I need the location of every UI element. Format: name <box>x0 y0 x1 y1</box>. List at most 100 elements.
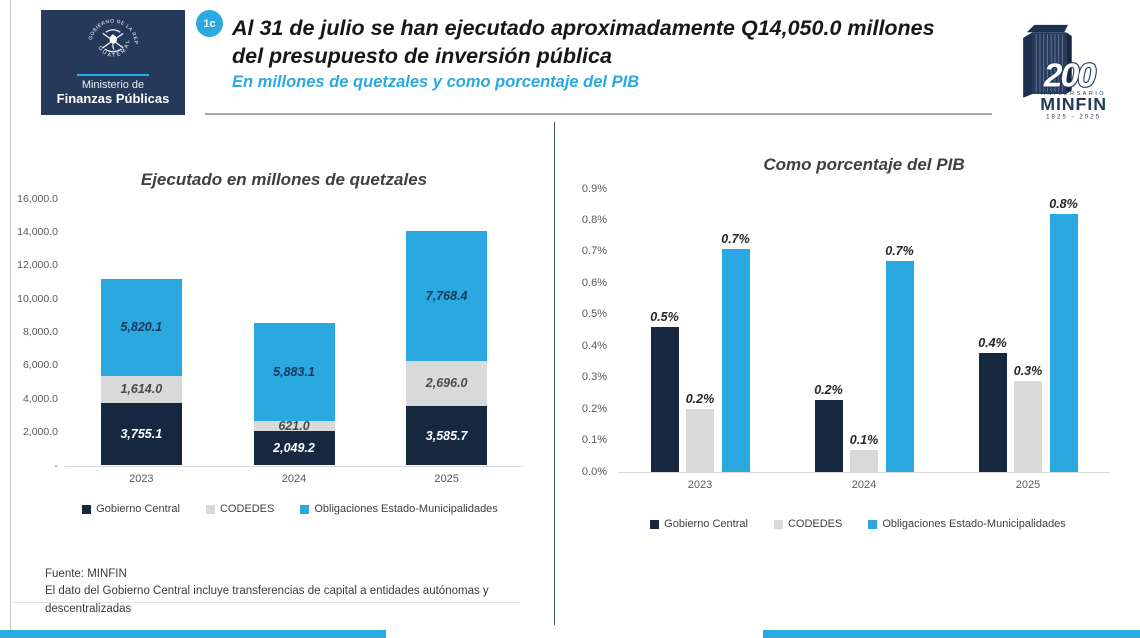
x-axis-category-label: 2023 <box>687 479 713 491</box>
bar <box>721 248 750 472</box>
x-axis-category-label: 2023 <box>129 473 154 485</box>
bottom-accent-bar-left <box>0 630 386 638</box>
bar <box>1049 214 1078 472</box>
bar-value-label: 0.2% <box>685 392 715 407</box>
bar <box>885 261 914 472</box>
bar-segment-label: 2,696.0 <box>425 376 468 391</box>
bar-value-label: 0.8% <box>1049 197 1078 212</box>
page-title-line1: Al 31 de julio se han ejecutado aproxima… <box>232 16 935 40</box>
footer-hairline <box>10 602 520 603</box>
y-axis-tick-label: 0.9% <box>581 182 607 195</box>
bar <box>650 327 679 472</box>
right-chart-title: Como porcentaje del PIB <box>763 155 965 174</box>
anniversary-number: 200 <box>1043 57 1097 94</box>
bar-value-label: 0.7% <box>721 231 750 246</box>
bar <box>850 449 878 472</box>
bar-segment: 2,696.0 <box>406 360 488 406</box>
x-axis-category-label: 2025 <box>1015 479 1041 491</box>
minfin-building-icon: 200 ANIVERSARIO MINFIN 1825 - 2025 <box>1023 24 1107 120</box>
bar-segment: 2,049.2 <box>253 431 335 466</box>
legend-swatch <box>205 504 215 514</box>
legend-swatch <box>82 504 92 514</box>
left-border-line <box>10 0 11 631</box>
quetzal-bird-icon <box>109 34 117 51</box>
y-axis-tick-label: 0.8% <box>581 213 607 226</box>
legend-swatch <box>773 519 783 529</box>
legend-label: Gobierno Central <box>96 503 180 515</box>
bar-value-label: 0.2% <box>814 382 843 397</box>
bar-segment-label: 5,883.1 <box>273 364 315 379</box>
bar-segment-label: 3,585.7 <box>425 428 468 443</box>
x-axis-line <box>618 472 1110 473</box>
y-axis-tick-label: 8,000.0 <box>22 326 58 338</box>
bar-segment-label: 1,614.0 <box>120 382 163 397</box>
anniversary-label: ANIVERSARIO <box>1041 91 1106 97</box>
legend-label: Obligaciones Estado-Municipalidades <box>882 518 1066 530</box>
anniversary-org: MINFIN <box>1040 94 1107 114</box>
footnotes: Fuente: MINFIN El dato del Gobierno Cent… <box>45 566 545 618</box>
logo-cyan-rule <box>77 74 149 76</box>
bottom-accent-bar-right <box>763 630 1140 638</box>
bar-value-label: 0.5% <box>650 310 679 325</box>
page-title: Al 31 de julio se han ejecutado aproxima… <box>232 15 997 70</box>
header-divider-line <box>205 113 992 115</box>
bar-segment: 7,768.4 <box>406 231 488 361</box>
y-axis-tick-label: 0.3% <box>581 371 607 384</box>
bar <box>978 352 1007 472</box>
bar-segment-label: 621.0 <box>278 419 310 434</box>
legend-swatch <box>650 519 660 529</box>
y-axis-tick-label: 6,000.0 <box>22 359 58 372</box>
ministry-name-top: Ministerio de <box>81 79 145 91</box>
y-axis-tick-label: 16,000.0 <box>17 192 58 205</box>
bar-value-label: 0.7% <box>885 244 914 259</box>
legend-item: Gobierno Central <box>82 503 180 515</box>
legend-swatch <box>868 519 878 529</box>
y-axis-tick-label: 0.2% <box>581 402 607 415</box>
y-axis-tick-label: 0.4% <box>581 339 607 352</box>
bar-segment-label: 7,768.4 <box>425 288 468 303</box>
y-axis-tick-label: 0.6% <box>581 276 607 289</box>
slide-number-badge: 1c <box>196 10 223 37</box>
bar-segment: 3,585.7 <box>406 405 488 466</box>
left-chart-title: Ejecutado en millones de quetzales <box>140 170 428 189</box>
page-title-line2: del presupuesto de inversión pública <box>232 43 612 68</box>
y-axis-tick-label: 4,000.0 <box>22 392 58 405</box>
legend-item: Obligaciones Estado-Municipalidades <box>300 503 498 515</box>
minfin-ministry-logo: GOBIERNO DE LA REPÚBLICA GUATEMALA Minis… <box>41 10 185 115</box>
legend-label: CODEDES <box>787 518 843 530</box>
bar-segment: 5,883.1 <box>253 322 335 421</box>
legend-label: CODEDES <box>219 503 275 515</box>
y-axis-tick-label: 12,000.0 <box>17 259 58 272</box>
y-axis-tick-label: 0.5% <box>581 308 607 321</box>
source-note: Fuente: MINFIN <box>45 568 127 580</box>
legend-swatch <box>300 504 310 514</box>
bar-segment-label: 2,049.2 <box>273 441 315 456</box>
minfin-200-anniversary-logo: 200 ANIVERSARIO MINFIN 1825 - 2025 <box>1002 8 1134 122</box>
legend-item: Obligaciones Estado-Municipalidades <box>868 518 1066 530</box>
header-titles: Al 31 de julio se han ejecutado aproxima… <box>232 15 997 92</box>
x-axis-category-label: 2024 <box>851 479 877 491</box>
y-axis-tick-label: 0.0% <box>581 465 607 478</box>
bar <box>1014 380 1042 472</box>
page-subtitle: En millones de quetzales y como porcenta… <box>232 73 640 92</box>
legend-item: CODEDES <box>773 518 843 530</box>
x-axis-category-label: 2024 <box>281 473 307 485</box>
anniversary-years: 1825 - 2025 <box>1046 114 1101 120</box>
bar <box>814 399 843 472</box>
bar-value-label: 0.4% <box>978 335 1007 350</box>
y-axis-tick-label: 14,000.0 <box>17 225 58 238</box>
bar-segment: 3,755.1 <box>100 402 182 466</box>
chart-legend: Gobierno Central CODEDES Obligaciones Esta… <box>600 518 1116 530</box>
x-axis-category-label: 2025 <box>434 473 459 485</box>
y-axis-tick-label: 10,000.0 <box>17 292 58 305</box>
bar-value-label: 0.1% <box>849 432 879 447</box>
method-note: El dato del Gobierno Central incluye tra… <box>45 585 489 615</box>
legend-label: Gobierno Central <box>664 518 748 530</box>
bar-segment: 1,614.0 <box>100 375 182 403</box>
chart-legend: Gobierno Central CODEDES Obligaciones Esta… <box>40 503 540 515</box>
x-axis-line <box>65 465 523 467</box>
bar-segment: 621.0 <box>253 419 335 434</box>
bar-value-label: 0.3% <box>1013 363 1043 378</box>
